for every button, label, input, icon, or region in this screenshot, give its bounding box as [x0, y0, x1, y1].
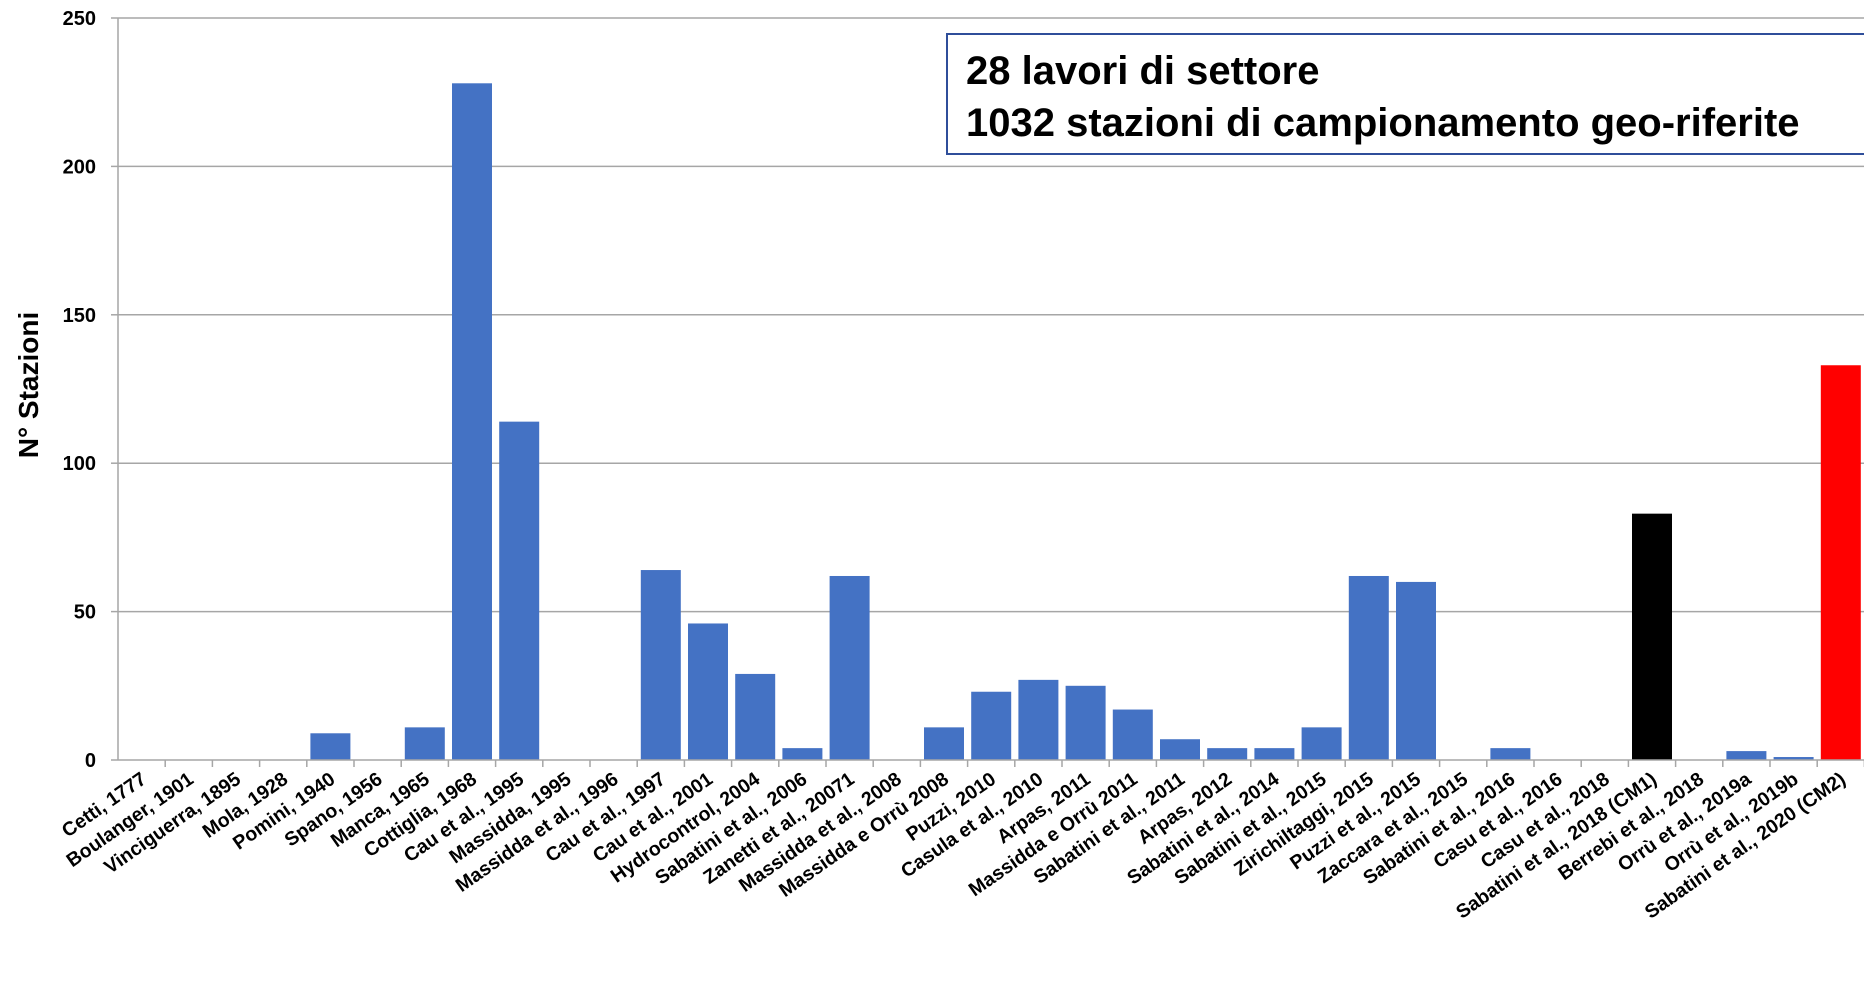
bar [404, 727, 445, 760]
bar [1301, 727, 1342, 760]
y-tick-label: 250 [63, 8, 96, 30]
bar [1160, 739, 1200, 760]
bar [310, 733, 351, 760]
annotation-box: 28 lavori di settore 1032 stazioni di ca… [946, 33, 1864, 155]
bar [1726, 751, 1767, 760]
bar [1254, 748, 1295, 760]
bar [971, 691, 1012, 760]
y-axis-title: N° Stazioni [13, 312, 44, 459]
axes [111, 17, 1864, 761]
bar [1348, 575, 1389, 760]
bar [1632, 513, 1672, 760]
bar [499, 421, 540, 760]
annotation-line-stations: 1032 stazioni di campionamento geo-rifer… [966, 101, 1800, 145]
y-tick-label: 100 [63, 453, 96, 475]
bar [1490, 748, 1531, 760]
bar [640, 570, 681, 760]
bar [1396, 581, 1436, 760]
y-tick-labels: 0 50 100 150 200 250 [63, 8, 96, 772]
bar [1773, 757, 1814, 760]
bar [924, 727, 964, 760]
y-tick-label: 50 [74, 602, 96, 624]
bar [452, 83, 492, 760]
y-tick-label: 200 [63, 156, 96, 178]
bar [782, 748, 823, 760]
y-tick-label: 0 [85, 750, 96, 772]
y-tick-label: 150 [63, 305, 96, 327]
annotation-line-works: 28 lavori di settore [966, 49, 1320, 93]
gridlines [118, 17, 1864, 613]
bar [1820, 365, 1861, 760]
bar [735, 673, 776, 760]
bar [1207, 748, 1248, 760]
bar [1018, 679, 1059, 760]
bar [1065, 685, 1106, 760]
bar [829, 575, 870, 760]
bars [164, 83, 1864, 767]
bar [1112, 709, 1153, 760]
bar [688, 623, 728, 760]
